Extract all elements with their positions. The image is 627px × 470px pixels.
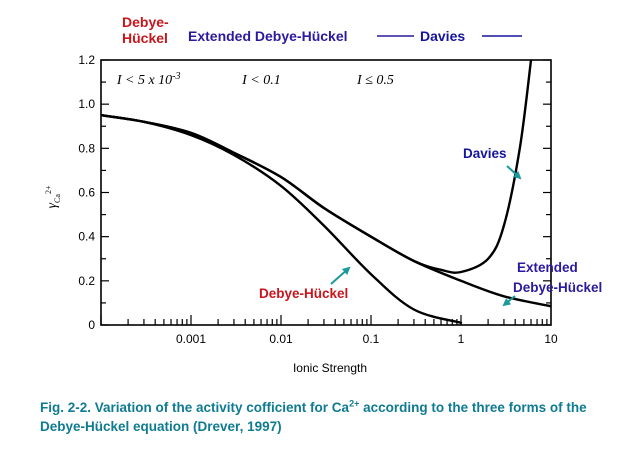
- svg-text:γCa2+: γCa2+: [44, 185, 62, 208]
- y-tick-label: 1.2: [78, 53, 95, 67]
- x-tick-label: 0.001: [176, 332, 206, 346]
- arrow-davies: [506, 165, 522, 180]
- x-tick-label: 0.01: [269, 332, 293, 346]
- y-axis-label-sup: 2+: [44, 185, 53, 194]
- caption-prefix: Fig. 2-2. Variation of the activity coff…: [40, 400, 350, 415]
- y-axis-label-sub: Ca: [53, 194, 62, 203]
- y-tick-label: 0.6: [78, 186, 95, 200]
- arrow-extended: [502, 295, 516, 307]
- axis-ticks: [100, 59, 551, 326]
- legend-debye-huckel-line2: Hückel: [122, 30, 168, 46]
- y-tick-label: 0: [88, 318, 95, 332]
- axis-tick-labels: 0.001 0.01 0.1 1 10 0 0.2 0.4 0.6 0.8 1.0 1.2: [78, 53, 558, 346]
- x-tick-label: 0.1: [363, 332, 380, 346]
- range-label-davies: I ≤ 0.5: [356, 73, 394, 88]
- range-label-extended: I < 0.1: [241, 73, 281, 88]
- arrow-debye-huckel: [330, 266, 351, 285]
- y-tick-label: 0.8: [78, 141, 95, 155]
- caption-suffix: according to the three forms of the Deby…: [40, 400, 587, 434]
- legend-davies: Davies: [420, 28, 466, 44]
- y-axis-label: γCa2+: [44, 185, 62, 208]
- annotation-davies: Davies: [463, 146, 507, 161]
- range-label-dh: I < 5 x 10-3: [116, 71, 181, 88]
- annotation-extended-line2: Debye-Hückel: [513, 280, 602, 295]
- caption-superscript: 2+: [349, 398, 360, 409]
- curve-davies: [101, 60, 533, 274]
- legend-debye-huckel: Debye- Hückel: [122, 14, 169, 46]
- x-tick-label: 10: [544, 332, 558, 346]
- x-axis-label: Ionic Strength: [293, 361, 367, 375]
- chart-curves: [101, 60, 551, 324]
- x-tick-label: 1: [458, 332, 465, 346]
- range-labels: I < 5 x 10-3 I < 0.1 I ≤ 0.5: [116, 71, 394, 88]
- y-axis-label-symbol: γ: [45, 202, 60, 208]
- annotation-debye-huckel: Debye-Hückel: [259, 286, 348, 301]
- figure-caption: Fig. 2-2. Variation of the activity coff…: [40, 398, 600, 436]
- y-tick-label: 1.0: [78, 97, 95, 111]
- annotation-extended-line1: Extended: [517, 260, 578, 275]
- y-tick-label: 0.4: [78, 230, 95, 244]
- legend-debye-huckel-line1: Debye-: [122, 14, 169, 30]
- y-tick-label: 0.2: [78, 274, 95, 288]
- legend-extended: Extended Debye-Hückel: [188, 28, 348, 44]
